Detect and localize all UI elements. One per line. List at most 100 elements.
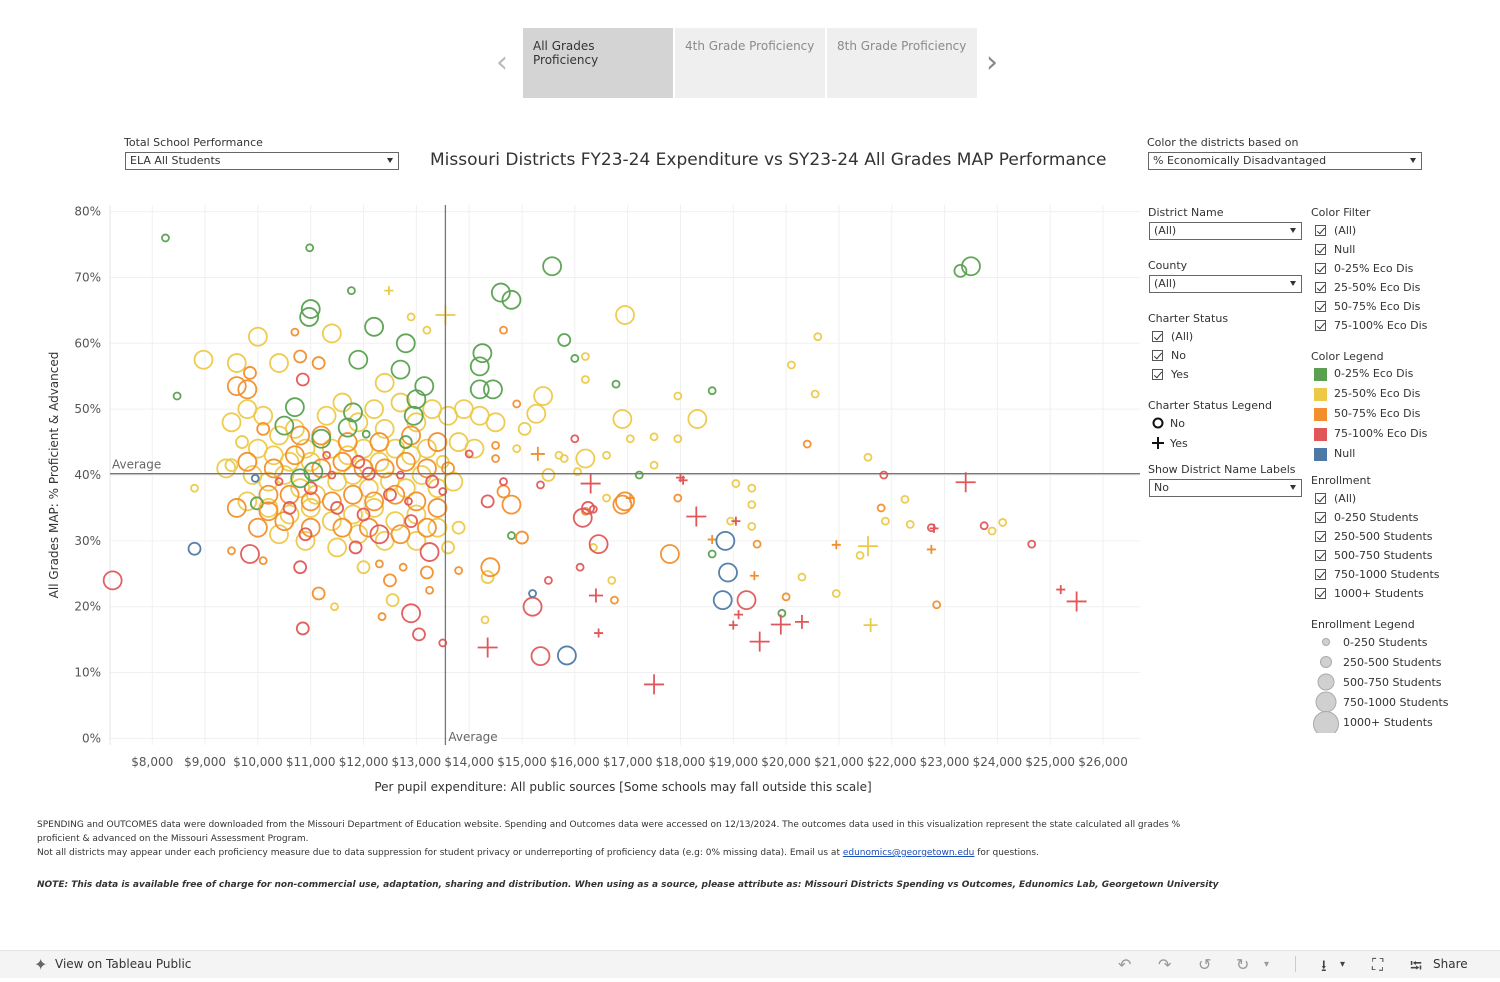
share-icon[interactable]: ⭾ bbox=[1410, 956, 1423, 975]
data-point bbox=[322, 450, 331, 460]
y-average-label: Average bbox=[112, 458, 161, 472]
enrollment-legend-label: Enrollment Legend bbox=[1311, 618, 1415, 631]
data-point bbox=[351, 454, 366, 469]
data-point bbox=[247, 517, 268, 538]
download-icon[interactable]: ⭳ bbox=[1321, 956, 1327, 975]
email-link[interactable]: edunomics@georgetown.edu bbox=[842, 848, 975, 858]
enrollment-option-4[interactable]: 750-1000 Students bbox=[1315, 567, 1440, 583]
checkbox-icon bbox=[1315, 244, 1326, 255]
tableau-toolbar: ✦ View on Tableau Public ↶ ↷ ↺ ↻ ▾ ⭳ ▾ ⛶… bbox=[0, 950, 1500, 978]
legend-swatch bbox=[1314, 368, 1327, 381]
data-point bbox=[332, 517, 353, 538]
data-point bbox=[707, 549, 717, 559]
share-button[interactable]: Share bbox=[1433, 957, 1468, 971]
data-point bbox=[528, 589, 537, 598]
y-tick-label: 30% bbox=[74, 534, 101, 548]
enrollment-legend-1: 250-500 Students bbox=[1343, 656, 1442, 669]
checkbox-icon bbox=[1315, 493, 1326, 504]
tab-4th-grade[interactable]: 4th Grade Proficiency bbox=[675, 28, 825, 98]
data-point bbox=[395, 478, 416, 499]
chevron-down-icon bbox=[1290, 281, 1296, 286]
data-point bbox=[356, 560, 371, 575]
charter-option-yes[interactable]: Yes bbox=[1152, 367, 1189, 383]
data-point bbox=[483, 379, 503, 400]
chevron-down-icon[interactable]: ▾ bbox=[1340, 959, 1346, 970]
data-point bbox=[490, 282, 511, 303]
color-filter-option-4[interactable]: 50-75% Eco Dis bbox=[1315, 299, 1420, 315]
chevron-down-icon[interactable]: ▾ bbox=[1264, 959, 1270, 970]
data-point bbox=[810, 389, 820, 399]
chevron-down-icon bbox=[1290, 228, 1296, 233]
data-point bbox=[542, 256, 563, 277]
data-point bbox=[284, 397, 305, 418]
county-dropdown[interactable]: (All) bbox=[1149, 275, 1302, 293]
charter-option-all[interactable]: (All) bbox=[1152, 329, 1193, 345]
tab-all-grades[interactable]: All Grades Proficiency bbox=[523, 28, 673, 98]
tab-label: All Grades Proficiency bbox=[533, 39, 599, 67]
checkbox-icon bbox=[1315, 320, 1326, 331]
legend-swatch bbox=[1314, 448, 1327, 461]
option-label: (All) bbox=[1171, 330, 1194, 343]
revert-icon[interactable]: ↺ bbox=[1198, 955, 1212, 974]
refresh-icon[interactable]: ↻ bbox=[1236, 955, 1250, 974]
color-by-dropdown[interactable]: % Economically Disadvantaged bbox=[1148, 152, 1422, 170]
x-tick-label: $10,000 bbox=[233, 755, 283, 769]
data-point bbox=[536, 480, 545, 490]
color-filter-option-0[interactable]: (All) bbox=[1315, 223, 1356, 239]
charter-option-no[interactable]: No bbox=[1152, 348, 1186, 364]
enrollment-option-0[interactable]: (All) bbox=[1315, 491, 1356, 507]
enrollment-option-5[interactable]: 1000+ Students bbox=[1315, 586, 1424, 602]
data-point bbox=[327, 537, 348, 558]
color-filter-option-1[interactable]: Null bbox=[1315, 242, 1355, 258]
tab-8th-grade[interactable]: 8th Grade Proficiency bbox=[827, 28, 977, 98]
data-point bbox=[615, 491, 635, 512]
data-point bbox=[224, 458, 239, 473]
data-point bbox=[269, 353, 289, 373]
data-point bbox=[649, 432, 659, 442]
data-point bbox=[300, 491, 321, 512]
data-point bbox=[491, 440, 500, 450]
data-point bbox=[293, 560, 308, 575]
data-point bbox=[327, 470, 337, 480]
x-tick-label: $20,000 bbox=[761, 755, 811, 769]
data-point bbox=[290, 468, 311, 489]
enrollment-legend-2: 500-750 Students bbox=[1343, 676, 1442, 689]
data-point bbox=[438, 638, 448, 648]
checkbox-icon bbox=[1152, 369, 1163, 380]
y-tick-label: 0% bbox=[82, 731, 101, 745]
checkbox-icon bbox=[1152, 331, 1163, 342]
view-on-tableau-link[interactable]: View on Tableau Public bbox=[55, 957, 192, 971]
data-point bbox=[102, 570, 123, 591]
previous-story-arrow-icon[interactable]: ‹ bbox=[496, 45, 508, 80]
checkbox-icon bbox=[1315, 512, 1326, 523]
fullscreen-icon[interactable]: ⛶ bbox=[1372, 955, 1384, 974]
color-filter-option-5[interactable]: 75-100% Eco Dis bbox=[1315, 318, 1427, 334]
data-point bbox=[573, 467, 582, 477]
data-point bbox=[398, 435, 413, 449]
undo-icon[interactable]: ↶ bbox=[1118, 955, 1132, 974]
data-point bbox=[383, 487, 397, 502]
next-story-arrow-icon[interactable]: › bbox=[986, 45, 998, 80]
data-point bbox=[237, 451, 258, 472]
enrollment-option-2[interactable]: 250-500 Students bbox=[1315, 529, 1433, 545]
data-point-plus bbox=[707, 535, 717, 545]
legend-label: 50-75% Eco Dis bbox=[1334, 407, 1421, 420]
data-point bbox=[369, 524, 390, 545]
show-labels-dropdown[interactable]: No bbox=[1149, 479, 1302, 497]
redo-icon[interactable]: ↷ bbox=[1158, 955, 1172, 974]
data-point bbox=[863, 452, 873, 462]
district-dropdown[interactable]: (All) bbox=[1149, 222, 1302, 240]
color-filter-option-2[interactable]: 0-25% Eco Dis bbox=[1315, 261, 1413, 277]
performance-dropdown[interactable]: ELA All Students bbox=[125, 152, 399, 170]
data-point bbox=[491, 454, 500, 463]
enrollment-option-3[interactable]: 500-750 Students bbox=[1315, 548, 1433, 564]
data-point-plus bbox=[770, 614, 791, 635]
scatter-chart[interactable]: $8,000 $9,000 $10,000 $11,000 $12,000 $13,000… bbox=[0, 195, 1145, 800]
enrollment-option-1[interactable]: 0-250 Students bbox=[1315, 510, 1419, 526]
color-filter-option-3[interactable]: 25-50% Eco Dis bbox=[1315, 280, 1420, 296]
chart-title: Missouri Districts FY23-24 Expenditure v… bbox=[430, 150, 1107, 170]
data-point bbox=[777, 608, 787, 618]
data-point bbox=[813, 332, 823, 342]
data-point bbox=[235, 435, 249, 449]
data-point bbox=[611, 379, 621, 389]
